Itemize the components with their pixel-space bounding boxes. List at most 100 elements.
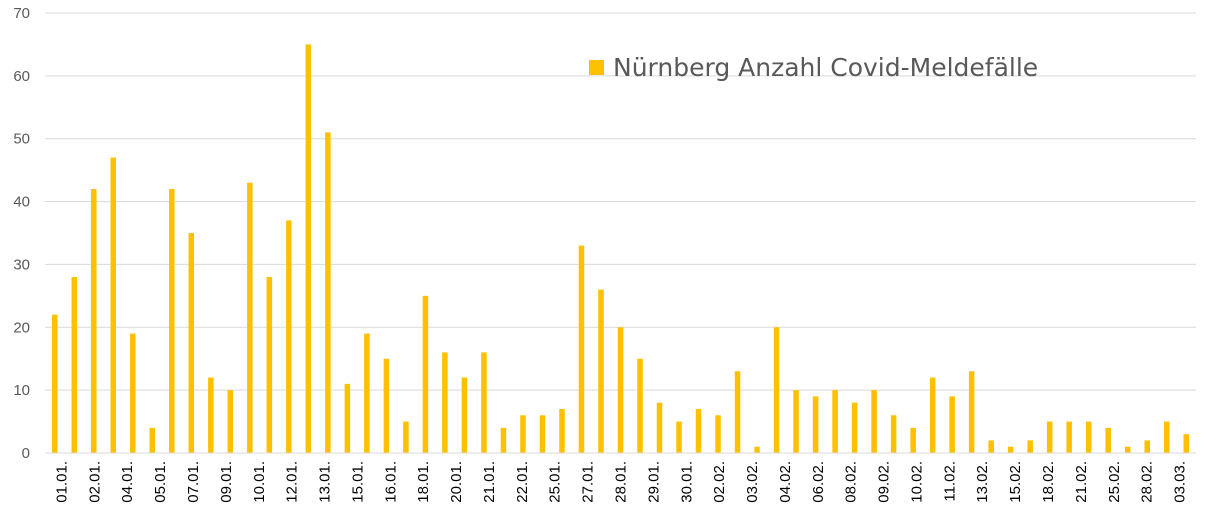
- bar: [500, 427, 507, 453]
- bar: [832, 390, 838, 453]
- bar: [91, 189, 97, 453]
- x-tick-label: 11.02.: [941, 461, 958, 502]
- bar: [71, 277, 78, 453]
- x-axis-ticks: 01.01. 02.01. 04.01. 05.01. 07.01. 09.01. 10.0…: [53, 461, 1188, 503]
- x-tick-label: 18.01.: [415, 461, 432, 503]
- x-tick-label: 27.01.: [580, 461, 597, 503]
- bar: [598, 289, 604, 453]
- bar: [208, 377, 214, 453]
- bar: [812, 396, 819, 453]
- x-tick-label: 22.01.: [514, 461, 531, 503]
- bar: [1085, 421, 1092, 453]
- bar: [149, 427, 156, 453]
- legend-swatch: [589, 60, 604, 75]
- bar: [422, 295, 429, 453]
- x-tick-label: 10.01.: [251, 461, 268, 503]
- x-tick-label: 04.01.: [119, 461, 136, 503]
- bar: [442, 352, 448, 453]
- y-tick-label: 20: [13, 319, 30, 336]
- bar: [461, 377, 468, 453]
- bar: [344, 383, 351, 453]
- bar: [481, 352, 487, 453]
- x-tick-label: 28.02.: [1139, 461, 1156, 503]
- x-tick-label: 09.01.: [218, 461, 235, 503]
- x-tick-label: 16.01.: [382, 461, 399, 503]
- y-tick-label: 60: [13, 68, 30, 85]
- bar: [383, 358, 390, 453]
- x-tick-label: 08.02.: [843, 461, 860, 503]
- x-tick-label: 21.02.: [1073, 461, 1090, 503]
- bar: [695, 409, 702, 453]
- bar: [1066, 421, 1072, 453]
- x-tick-label: 01.01.: [53, 461, 70, 503]
- bar: [773, 327, 780, 453]
- bar: [1144, 440, 1150, 453]
- bar: [754, 446, 760, 453]
- bar: [1007, 446, 1014, 453]
- x-tick-label: 04.02.: [777, 461, 794, 503]
- bar: [403, 421, 409, 453]
- x-tick-label: 05.01.: [152, 461, 169, 503]
- bar: [169, 189, 175, 453]
- legend-label: Nürnberg Anzahl Covid-Meldefälle: [613, 53, 1038, 82]
- x-tick-label: 15.02.: [1007, 461, 1024, 503]
- bar: [227, 390, 234, 453]
- bar: [1163, 421, 1170, 453]
- bar: [676, 421, 682, 453]
- x-tick-label: 13.02.: [974, 461, 991, 503]
- y-tick-label: 40: [13, 194, 30, 211]
- x-tick-label: 02.02.: [711, 461, 728, 503]
- x-tick-label: 30.01.: [678, 461, 695, 503]
- bar: [539, 415, 546, 453]
- bar: [949, 396, 955, 453]
- gridlines: [45, 12, 1196, 391]
- bars: [52, 44, 1189, 454]
- bar: [910, 427, 916, 453]
- x-tick-label: 18.02.: [1040, 461, 1057, 503]
- bar: [110, 157, 117, 453]
- x-tick-label: 03.02.: [744, 461, 761, 503]
- bar: [130, 333, 136, 453]
- x-tick-label: 03.03.: [1172, 461, 1189, 503]
- y-axis-ticks: 0 10 20 30 40 50 60 70: [13, 5, 30, 462]
- bar: [1124, 446, 1131, 453]
- bar: [734, 371, 741, 453]
- x-tick-label: 07.01.: [185, 461, 202, 503]
- x-tick-label: 21.01.: [481, 461, 498, 503]
- bar: [968, 371, 975, 453]
- x-tick-label: 06.02.: [810, 461, 827, 503]
- y-tick-label: 50: [13, 131, 30, 148]
- bar: [793, 390, 799, 453]
- bar: [988, 440, 994, 453]
- bar: [1027, 440, 1033, 453]
- bar: [637, 358, 643, 453]
- bar: [325, 132, 331, 453]
- bar: [559, 409, 565, 453]
- x-tick-label: 25.02.: [1106, 461, 1123, 503]
- bar: [247, 182, 253, 453]
- y-tick-label: 10: [13, 382, 30, 399]
- y-tick-label: 70: [13, 5, 30, 22]
- bar: [1105, 427, 1111, 453]
- x-tick-label: 20.01.: [448, 461, 465, 503]
- x-tick-label: 29.01.: [645, 461, 662, 503]
- bar: [578, 245, 585, 453]
- bar: [929, 377, 936, 453]
- x-tick-label: 28.01.: [613, 461, 630, 503]
- bar: [364, 333, 370, 453]
- bar: [188, 233, 195, 453]
- bar: [305, 44, 312, 454]
- y-tick-label: 0: [22, 445, 30, 462]
- x-tick-label: 09.02.: [876, 461, 893, 503]
- bar: [286, 220, 292, 453]
- bar: [871, 390, 877, 453]
- legend: Nürnberg Anzahl Covid-Meldefälle: [589, 53, 1038, 82]
- x-tick-label: 10.02.: [909, 461, 926, 503]
- bar: [890, 415, 897, 453]
- bar: [52, 314, 58, 453]
- bar: [266, 277, 273, 453]
- bar: [520, 415, 526, 453]
- bar: [1046, 421, 1053, 453]
- x-tick-label: 25.01.: [547, 461, 564, 503]
